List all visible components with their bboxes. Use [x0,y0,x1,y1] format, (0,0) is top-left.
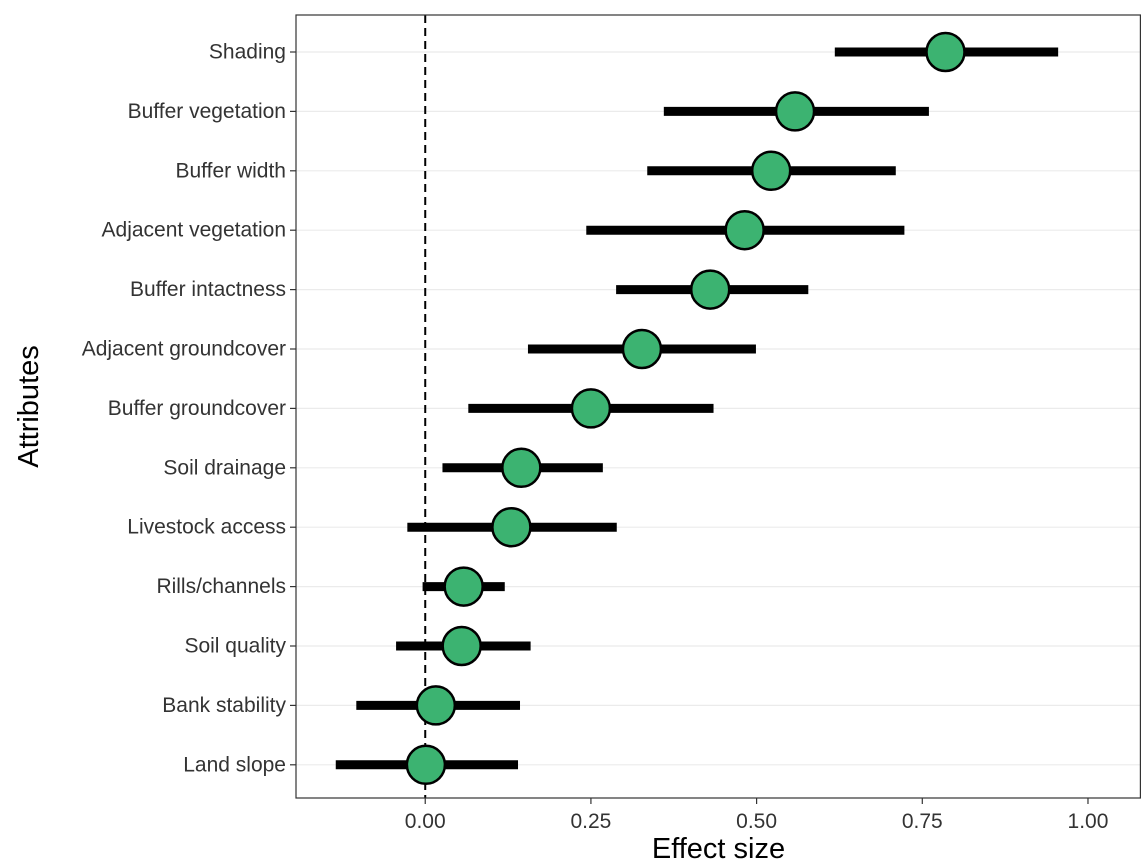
estimate-point [750,150,792,192]
estimate-point [501,447,542,489]
estimate-point [415,685,457,726]
plot-panel-border [295,14,1142,799]
estimate-point [689,269,731,310]
y-axis-title: Attributes [13,345,45,468]
y-tick-label: Soil drainage [163,456,286,479]
y-tick-label: Adjacent groundcover [82,338,286,361]
y-tick-label: Soil quality [184,635,286,658]
x-tick-label: 0.50 [736,810,777,833]
estimate-point [724,209,765,251]
estimate-point [570,388,612,429]
estimate-point [774,91,816,132]
estimate-point [621,328,663,370]
y-tick-label: Buffer groundcover [108,397,286,420]
gridlines [296,51,1141,766]
estimate-point [443,566,484,607]
data-marks [335,31,1059,786]
y-tick-label: Adjacent vegetation [102,219,286,242]
x-axis: 0.00 0.25 0.50 0.75 1.00 [405,798,1109,833]
y-tick-label: Buffer vegetation [128,100,286,123]
x-tick-label: 0.75 [902,810,943,833]
y-tick-label: Buffer intactness [130,278,286,301]
x-tick-label: 0.25 [570,810,611,833]
y-tick-label: Bank stability [162,694,286,717]
y-axis: Shading Buffer vegetation Buffer width Adja… [82,41,296,776]
y-tick-label: Livestock access [127,516,286,539]
estimate-point [491,506,532,548]
x-axis-title: Effect size [652,833,785,863]
y-tick-label: Shading [209,41,286,64]
x-tick-label: 1.00 [1068,810,1109,833]
y-tick-label: Buffer width [175,159,286,182]
y-tick-label: Rills/channels [156,575,286,598]
estimate-point [441,625,482,667]
y-tick-label: Land slope [183,753,286,776]
estimate-point [925,31,966,73]
estimate-point [405,744,447,786]
x-tick-label: 0.00 [405,810,446,833]
